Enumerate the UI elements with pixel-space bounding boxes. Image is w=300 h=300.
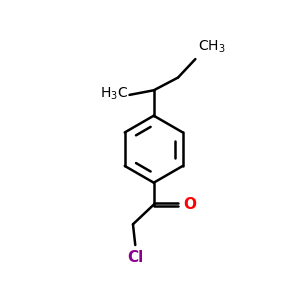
Text: Cl: Cl: [127, 250, 143, 265]
Text: H$_3$C: H$_3$C: [100, 85, 128, 102]
Text: CH$_3$: CH$_3$: [198, 38, 225, 55]
Text: O: O: [183, 197, 196, 212]
